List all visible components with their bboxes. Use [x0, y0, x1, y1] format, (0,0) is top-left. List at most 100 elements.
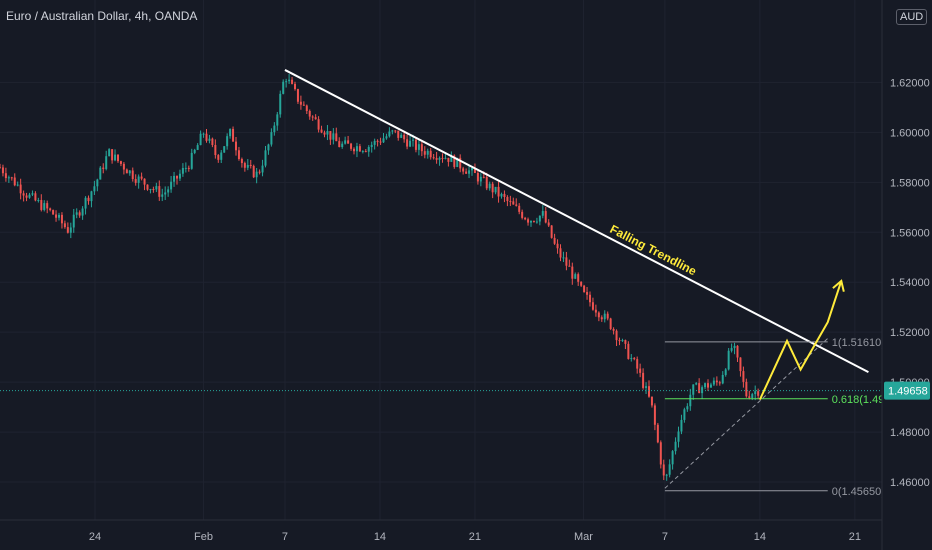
candle-body: [680, 419, 683, 432]
candle-body: [55, 214, 58, 218]
candle-body: [0, 167, 1, 169]
candle-body: [571, 266, 574, 279]
candle-body: [742, 371, 745, 382]
price-axis[interactable]: 1.460001.480001.500001.520001.540001.560…: [881, 0, 932, 550]
candle-body: [232, 128, 235, 142]
candle-body: [344, 140, 347, 144]
candle-body: [580, 281, 583, 286]
candle-body: [31, 193, 34, 195]
candle-body: [214, 144, 217, 156]
candle-body: [689, 394, 692, 407]
candle-body: [181, 167, 184, 174]
candle-body: [568, 265, 571, 267]
candle-body: [479, 176, 482, 182]
candle-body: [618, 340, 621, 342]
candle-body: [40, 200, 43, 210]
candle-body: [155, 186, 158, 190]
candle-body: [468, 170, 471, 174]
candle-body: [709, 384, 712, 388]
support-line: [664, 338, 829, 489]
falling-trendline: [284, 69, 869, 374]
candle-body: [465, 171, 468, 174]
candle-body: [376, 140, 379, 142]
candle-body: [462, 168, 465, 172]
candle-body: [521, 211, 524, 218]
candle-body: [223, 146, 226, 153]
candle-body: [311, 116, 314, 118]
candle-body: [515, 204, 518, 206]
candle-body: [341, 143, 344, 148]
time-tick-label: 24: [89, 531, 101, 543]
candle-body: [78, 212, 81, 216]
candle-body: [701, 387, 704, 394]
candle-body: [606, 313, 609, 319]
candle-body: [237, 150, 240, 159]
candle-body: [485, 176, 488, 189]
candle-body: [288, 79, 291, 82]
candle-body: [296, 89, 299, 102]
candle-body: [456, 157, 459, 167]
candle-body: [49, 208, 52, 211]
candle-body: [255, 171, 258, 178]
time-tick-label: 14: [374, 531, 386, 543]
candle-body: [16, 184, 19, 186]
candle-body: [518, 205, 521, 212]
candle-body: [432, 157, 435, 159]
candle-body: [698, 383, 701, 394]
candle-body: [621, 340, 624, 342]
candle-body: [385, 136, 388, 139]
candle-body: [494, 186, 497, 193]
candle-body: [612, 328, 615, 331]
candle-body: [559, 248, 562, 258]
candle-body: [84, 197, 87, 209]
candle-body: [367, 147, 370, 152]
candle-body: [653, 405, 656, 425]
candle-body: [603, 313, 606, 320]
candle-body: [692, 384, 695, 395]
candle-body: [382, 138, 385, 143]
candle-body: [131, 170, 134, 180]
fib-level-label: 0(1.45650): [832, 486, 885, 498]
candle-body: [659, 442, 662, 465]
candle-body: [220, 152, 223, 160]
time-axis[interactable]: 24 Feb 7 14 21 Mar 7 14 21: [0, 519, 882, 543]
candle-body: [202, 133, 205, 135]
time-tick-label: 21: [849, 531, 861, 543]
candle-body: [28, 194, 31, 198]
price-tick-label: 1.52000: [890, 327, 930, 339]
candle-body: [285, 81, 288, 83]
candle-body: [134, 179, 137, 183]
candle-body: [509, 201, 512, 203]
candle-body: [358, 146, 361, 152]
candle-body: [90, 191, 93, 202]
candle-body: [594, 309, 597, 313]
candle-body: [308, 111, 311, 117]
candle-body: [615, 330, 618, 341]
candle-body: [320, 129, 323, 133]
candle-body: [482, 176, 485, 178]
currency-badge[interactable]: AUD: [896, 9, 928, 25]
candle-body: [347, 140, 350, 144]
candle-body: [10, 177, 13, 179]
candle-body: [178, 173, 181, 179]
candle-body: [193, 149, 196, 153]
candle-body: [125, 169, 128, 174]
candle-body: [43, 203, 46, 210]
candle-body: [745, 381, 748, 397]
candle-body: [235, 141, 237, 151]
candle-body: [140, 176, 143, 179]
candle-body: [279, 93, 282, 115]
candle-body: [506, 197, 509, 202]
candle-body: [373, 140, 376, 145]
price-tick-label: 1.48000: [890, 427, 930, 439]
candle-body: [414, 139, 417, 150]
symbol-title[interactable]: Euro / Australian Dollar, 4h, OANDA: [6, 9, 198, 23]
candle-body: [426, 150, 429, 155]
candle-body: [335, 133, 338, 142]
candle-body: [450, 155, 453, 162]
candle-body: [600, 317, 603, 320]
candle-body: [712, 380, 715, 385]
candle-body: [379, 141, 382, 143]
candle-body: [645, 386, 648, 388]
